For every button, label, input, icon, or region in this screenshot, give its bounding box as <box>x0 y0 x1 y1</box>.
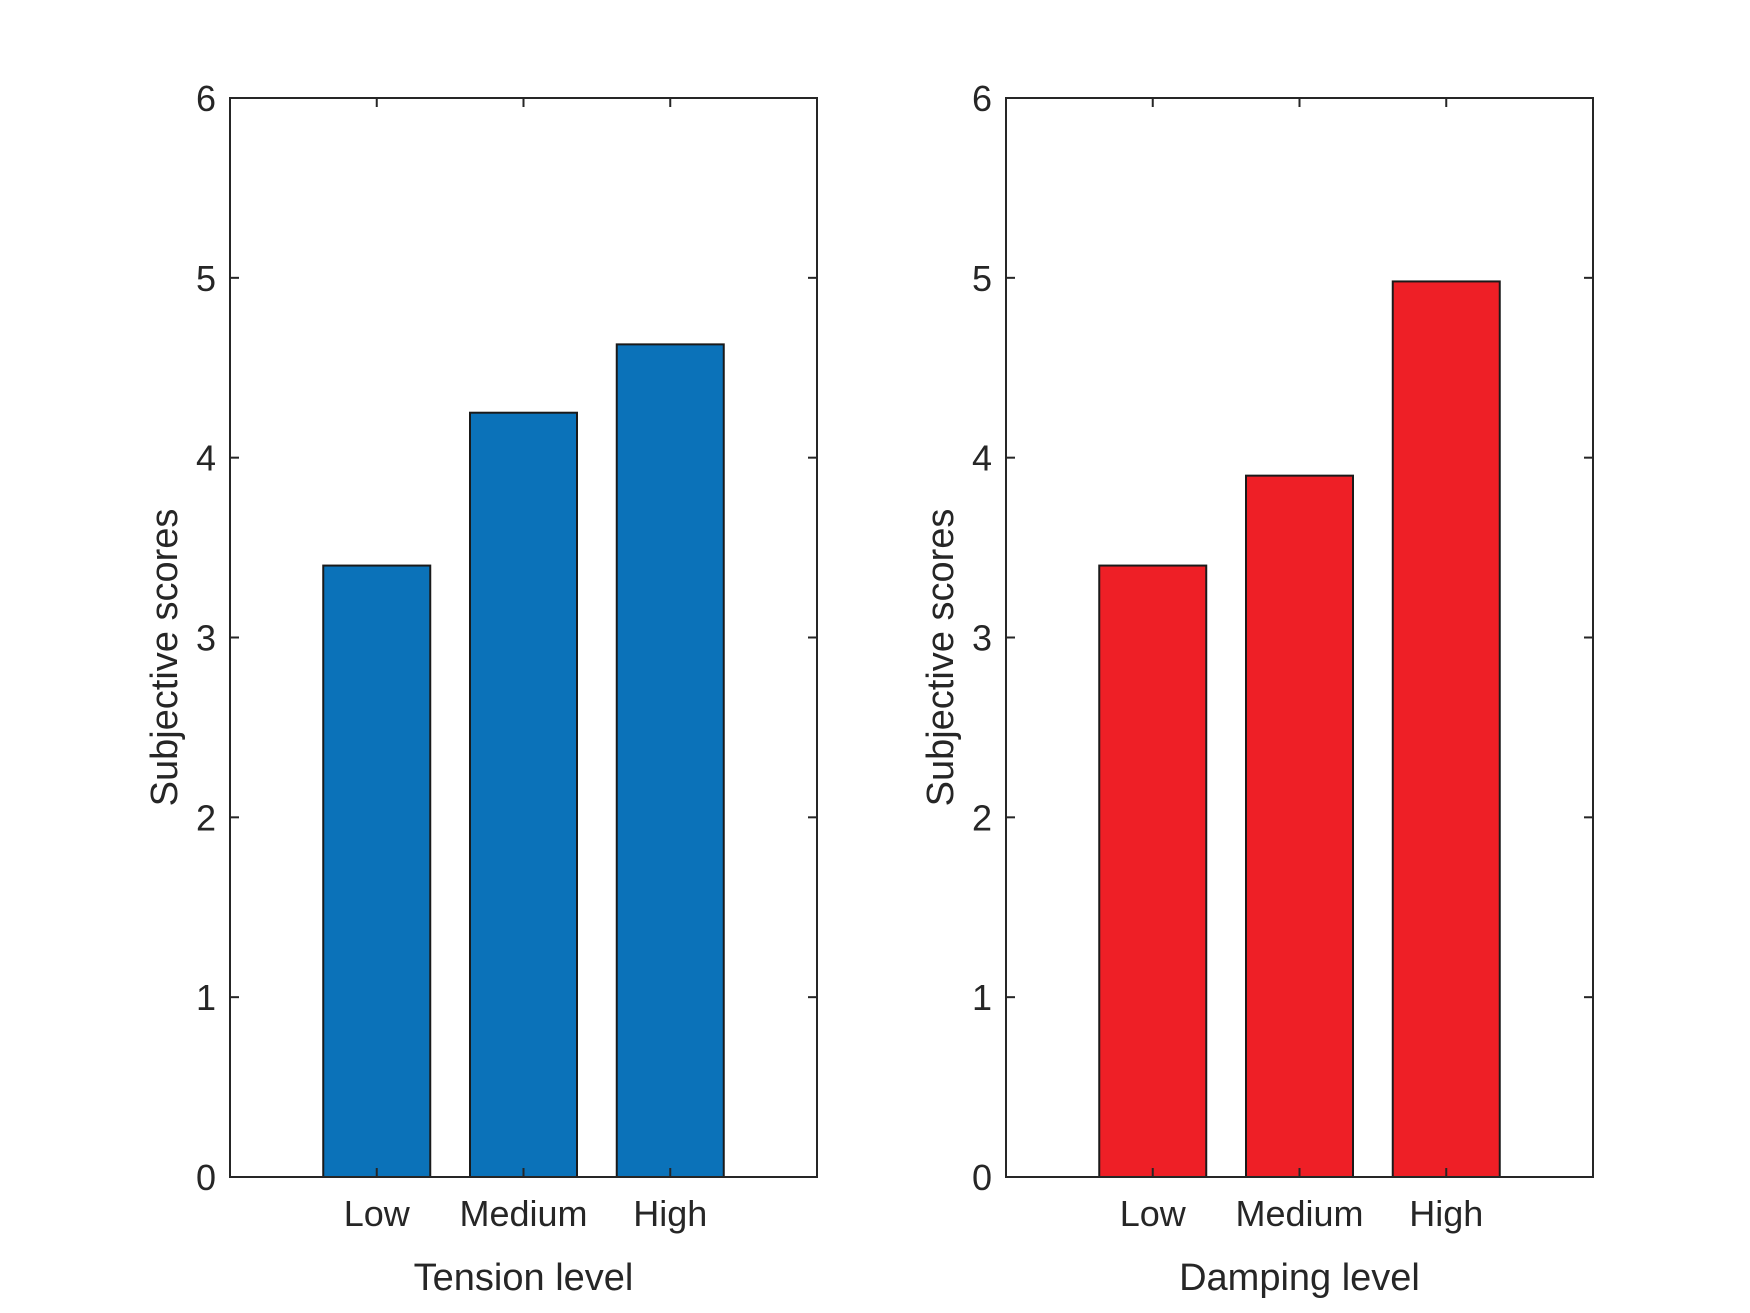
y-axis-label: Subjective scores <box>144 509 186 807</box>
x-tick-label-low: Low <box>344 1193 411 1234</box>
y-tick-label: 2 <box>972 797 992 838</box>
y-tick-label: 0 <box>196 1157 216 1198</box>
bar-low <box>322 564 432 1178</box>
y-tick-label: 4 <box>972 438 992 479</box>
x-tick-label-high: High <box>633 1193 707 1234</box>
bar-low <box>1098 564 1208 1178</box>
y-tick-label: 5 <box>196 258 216 299</box>
y-tick-label: 3 <box>196 618 216 659</box>
y-tick-label: 6 <box>196 78 216 119</box>
y-tick-label: 5 <box>972 258 992 299</box>
x-tick-label-medium: Medium <box>1235 1193 1363 1234</box>
y-tick-label: 2 <box>196 797 216 838</box>
bar-medium <box>469 411 578 1179</box>
x-tick-label-high: High <box>1409 1193 1483 1234</box>
y-axis-label: Subjective scores <box>920 509 962 807</box>
y-tick-label: 0 <box>972 1157 992 1198</box>
x-axis-label: Tension level <box>414 1257 634 1299</box>
bar-high <box>1391 280 1501 1178</box>
x-tick-label-low: Low <box>1120 1193 1187 1234</box>
y-tick-label: 6 <box>972 78 992 119</box>
y-tick-label: 4 <box>196 438 216 479</box>
x-axis-label: Damping level <box>1179 1257 1420 1299</box>
bar-medium <box>1245 474 1354 1178</box>
chart-panel-2: 0 1 2 3 4 5 6 Low Medium High Damping level Subject… <box>920 78 1594 1299</box>
y-tick-label: 1 <box>196 977 216 1018</box>
bar-high <box>615 343 725 1179</box>
x-tick-label-medium: Medium <box>459 1193 587 1234</box>
chart-panel-1: 0 1 2 3 4 5 6 Low Medium High Tension level Subject… <box>144 78 818 1299</box>
y-tick-label: 1 <box>972 977 992 1018</box>
y-tick-label: 3 <box>972 618 992 659</box>
